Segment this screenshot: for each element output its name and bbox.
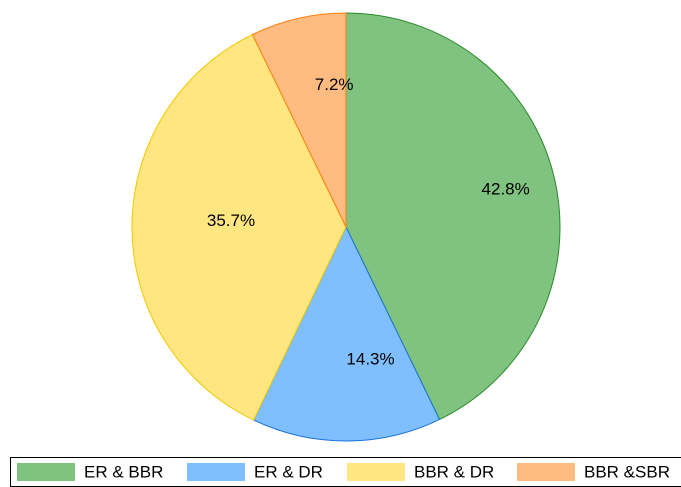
data-label: 7.2%	[315, 75, 354, 94]
legend-swatch	[517, 463, 575, 481]
data-label: 42.8%	[482, 179, 530, 198]
data-label: 35.7%	[207, 211, 255, 230]
data-label: 14.3%	[346, 350, 394, 369]
legend-swatch	[347, 463, 405, 481]
pie-slice	[345, 12, 561, 421]
legend-label: ER & BBR	[84, 462, 163, 481]
legend-label: BBR &SBR	[584, 462, 670, 481]
legend-label: ER & DR	[254, 462, 323, 481]
pie-slice	[251, 12, 347, 228]
legend-swatch	[17, 463, 75, 481]
legend-label: BBR & DR	[414, 462, 494, 481]
legend-swatch	[187, 463, 245, 481]
pie-slice	[253, 225, 441, 442]
pie-slice	[131, 33, 347, 421]
